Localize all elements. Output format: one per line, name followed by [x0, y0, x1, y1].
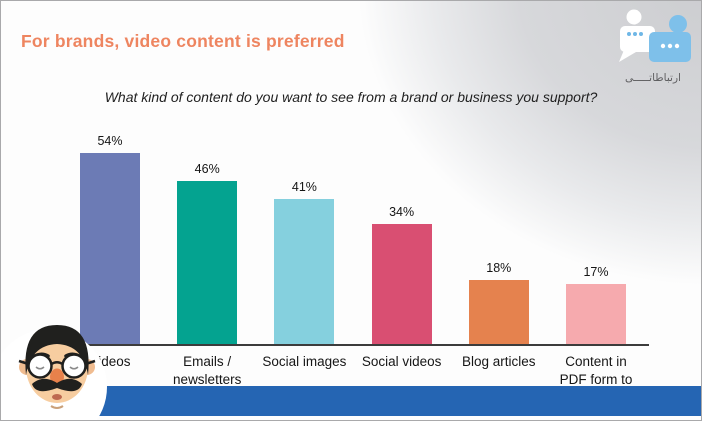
bar-group: 54% Videos	[80, 134, 140, 369]
bar-value-label: 54%	[97, 134, 123, 148]
bar-group: 18% Blog articles	[462, 261, 536, 369]
bar-group: 17% Content in PDF form to	[560, 265, 633, 387]
footer-bar	[1, 386, 701, 416]
bar	[177, 181, 238, 344]
x-axis-line	[64, 344, 649, 346]
bar-category-label: Content in PDF form to	[559, 354, 633, 387]
bar-category-label: Emails / newsletters	[173, 354, 242, 387]
bar	[371, 224, 432, 344]
bar-value-label: 41%	[291, 180, 317, 194]
bar-category-label: Social images	[262, 354, 347, 369]
slide-title: For brands, video content is preferred	[21, 31, 345, 51]
bar-group: 41% Social images	[262, 180, 346, 369]
bar-category-label: Blog articles	[462, 354, 536, 369]
bar-group: 46% Emails / newsletters	[173, 162, 241, 387]
bar-group: 34% Social videos	[362, 205, 442, 369]
bar-category-label: Social videos	[361, 354, 442, 369]
bar-value-label: 17%	[583, 265, 609, 279]
bar	[566, 284, 626, 344]
bar	[468, 280, 529, 344]
chart-question: What kind of content do you want to see …	[104, 89, 598, 105]
bar-chart: 54% Videos 46% Emails / newsletters 41% Socia…	[64, 129, 649, 387]
bar-value-label: 18%	[486, 261, 512, 275]
presenter-avatar-icon	[1, 325, 107, 420]
bar-value-label: 34%	[389, 205, 415, 219]
bar	[274, 199, 335, 344]
brand-logo-text: ارتباطاتـــــى	[625, 72, 681, 84]
bar-value-label: 46%	[194, 162, 220, 176]
speech-bubbles-icon	[619, 9, 691, 62]
brand-logo: ارتباطاتـــــى	[607, 9, 699, 84]
bar	[80, 153, 140, 344]
